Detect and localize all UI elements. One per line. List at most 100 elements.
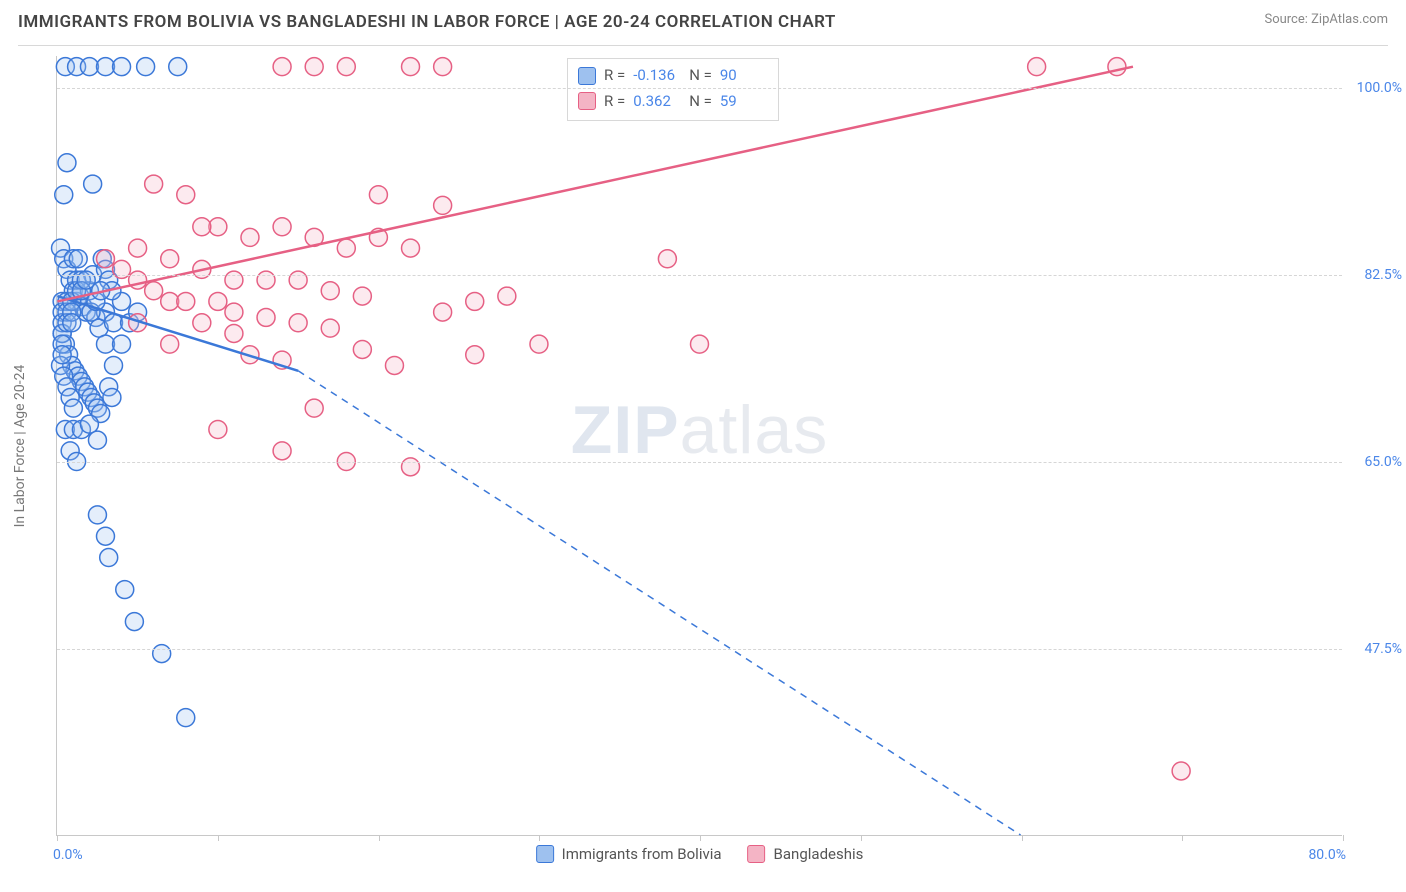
y-tick-label: 47.5% (1348, 641, 1402, 657)
swatch-bangladeshi (578, 92, 596, 110)
x-tick (539, 835, 540, 841)
stats-row-bangladeshi: R = 0.362 N = 59 (578, 89, 768, 115)
x-axis-max-label: 80.0% (1308, 847, 1346, 863)
data-point-bangladeshi (209, 292, 227, 310)
r-value-bangladeshi: 0.362 (633, 89, 681, 115)
data-point-bangladeshi (225, 271, 243, 289)
data-point-bangladeshi (193, 218, 211, 236)
data-point-bangladeshi (691, 335, 709, 353)
swatch-bolivia (578, 67, 596, 85)
x-tick (1022, 835, 1023, 841)
data-point-bangladeshi (466, 346, 484, 364)
data-point-bolivia (58, 154, 76, 172)
legend-item-bolivia: Immigrants from Bolivia (536, 845, 722, 863)
data-point-bolivia (96, 58, 114, 76)
n-value-bangladeshi: 59 (720, 89, 768, 115)
data-point-bangladeshi (161, 292, 179, 310)
data-point-bangladeshi (225, 324, 243, 342)
data-point-bangladeshi (353, 340, 371, 358)
data-point-bangladeshi (273, 58, 291, 76)
data-point-bolivia (69, 250, 87, 268)
data-point-bangladeshi (257, 308, 275, 326)
data-point-bangladeshi (402, 458, 420, 476)
data-point-bangladeshi (321, 282, 339, 300)
data-point-bangladeshi (434, 303, 452, 321)
swatch-bangladeshi (748, 845, 766, 863)
data-point-bangladeshi (337, 239, 355, 257)
x-tick (700, 835, 701, 841)
y-tick-label: 65.0% (1348, 454, 1402, 470)
data-point-bangladeshi (498, 287, 516, 305)
data-point-bangladeshi (305, 58, 323, 76)
data-point-bangladeshi (161, 335, 179, 353)
data-point-bolivia (113, 335, 131, 353)
data-point-bangladeshi (1172, 762, 1190, 780)
chart-title: IMMIGRANTS FROM BOLIVIA VS BANGLADESHI I… (18, 12, 836, 32)
data-point-bangladeshi (402, 239, 420, 257)
data-point-bolivia (80, 415, 98, 433)
data-point-bangladeshi (161, 250, 179, 268)
r-label: R = (604, 63, 625, 89)
data-point-bolivia (96, 335, 114, 353)
data-point-bangladeshi (402, 58, 420, 76)
data-point-bangladeshi (1028, 58, 1046, 76)
data-point-bangladeshi (209, 218, 227, 236)
data-point-bangladeshi (241, 228, 259, 246)
data-point-bangladeshi (337, 58, 355, 76)
data-point-bangladeshi (321, 319, 339, 337)
legend-label-bolivia: Immigrants from Bolivia (562, 845, 722, 863)
n-value-bolivia: 90 (720, 63, 768, 89)
x-tick (379, 835, 380, 841)
data-point-bangladeshi (177, 186, 195, 204)
data-point-bolivia (116, 581, 134, 599)
data-point-bangladeshi (658, 250, 676, 268)
correlation-stats-box: R = -0.136 N = 90 R = 0.362 N = 59 (567, 58, 779, 121)
y-axis-label: In Labor Force | Age 20-24 (12, 365, 28, 528)
x-tick (218, 835, 219, 841)
data-point-bangladeshi (193, 314, 211, 332)
y-tick-label: 82.5% (1348, 267, 1402, 283)
gridline-h (57, 275, 1342, 276)
data-point-bangladeshi (273, 218, 291, 236)
r-value-bolivia: -0.136 (633, 63, 681, 89)
data-point-bolivia (96, 527, 114, 545)
data-point-bolivia (55, 186, 73, 204)
legend: Immigrants from Bolivia Bangladeshis (536, 845, 864, 863)
data-point-bangladeshi (289, 314, 307, 332)
source-label: Source: ZipAtlas.com (1264, 12, 1388, 27)
trendline-extrapolated-bolivia (298, 371, 1020, 835)
data-point-bangladeshi (530, 335, 548, 353)
n-label: N = (689, 89, 712, 115)
data-point-bolivia (88, 506, 106, 524)
data-point-bolivia (88, 431, 106, 449)
data-point-bangladeshi (209, 421, 227, 439)
data-point-bangladeshi (305, 399, 323, 417)
data-point-bangladeshi (145, 175, 163, 193)
x-axis-min-label: 0.0% (53, 847, 83, 863)
data-point-bangladeshi (434, 58, 452, 76)
gridline-h (57, 649, 1342, 650)
gridline-h (57, 462, 1342, 463)
data-point-bangladeshi (1108, 58, 1126, 76)
data-point-bolivia (137, 58, 155, 76)
data-point-bolivia (105, 356, 123, 374)
data-point-bangladeshi (96, 250, 114, 268)
gridline-h (57, 88, 1342, 89)
data-point-bangladeshi (353, 287, 371, 305)
data-point-bangladeshi (385, 356, 403, 374)
data-point-bangladeshi (369, 186, 387, 204)
data-point-bolivia (177, 709, 195, 727)
legend-item-bangladeshi: Bangladeshis (748, 845, 864, 863)
data-point-bangladeshi (225, 303, 243, 321)
data-point-bangladeshi (145, 282, 163, 300)
x-tick (1182, 835, 1183, 841)
data-point-bangladeshi (466, 292, 484, 310)
data-point-bolivia (100, 549, 118, 567)
data-point-bangladeshi (257, 271, 275, 289)
data-point-bolivia (125, 613, 143, 631)
legend-label-bangladeshi: Bangladeshis (774, 845, 864, 863)
data-point-bolivia (80, 58, 98, 76)
data-point-bolivia (63, 314, 81, 332)
data-point-bangladeshi (273, 442, 291, 460)
scatter-svg-layer (57, 56, 1342, 835)
